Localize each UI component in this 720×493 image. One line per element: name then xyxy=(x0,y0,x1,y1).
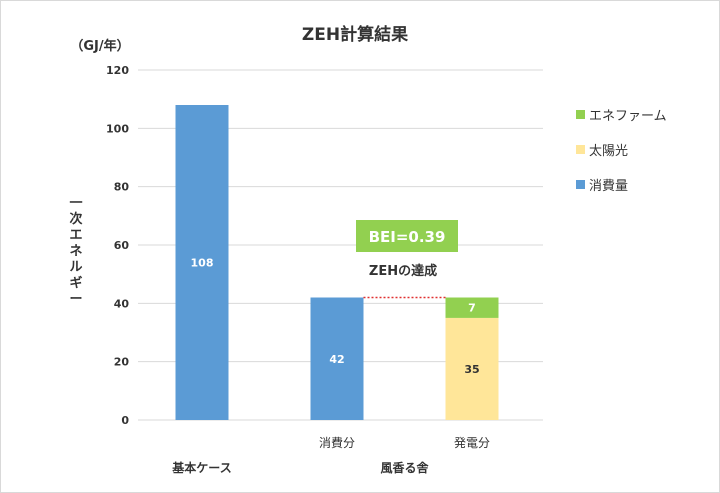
y-axis-label-char: ネ xyxy=(69,244,83,259)
legend-label: 消費量 xyxy=(589,178,629,194)
legend-label: 太陽光 xyxy=(589,143,629,159)
y-tick-label: 60 xyxy=(114,239,130,252)
y-tick-label: 0 xyxy=(121,414,129,427)
y-tick-label: 120 xyxy=(106,64,129,77)
y-axis-label-char: ギ xyxy=(69,276,83,291)
bar-segment xyxy=(310,297,364,420)
x-category-label: 消費分 xyxy=(319,435,355,450)
legend-item-consumption: 消費量 xyxy=(576,175,667,194)
bar-segment xyxy=(445,297,499,318)
bei-label: BEI=0.39 xyxy=(369,228,446,246)
y-axis-label: 一次エネルギー xyxy=(67,196,85,308)
legend-item-enefarm: エネファーム xyxy=(576,105,667,124)
bar-segment xyxy=(175,105,229,420)
x-group-label: 基本ケース xyxy=(171,460,231,475)
legend-label: エネファーム xyxy=(589,108,667,124)
y-axis-label-char: 次 xyxy=(69,212,83,227)
chart-title: ZEH計算結果 xyxy=(302,24,408,45)
zeh-achievement-label: ZEHの達成 xyxy=(369,263,437,279)
bars: 108 42 35 7 xyxy=(175,105,499,420)
legend-swatch xyxy=(576,144,585,154)
legend-swatch xyxy=(576,179,585,189)
y-axis-unit: （GJ/年） xyxy=(70,38,129,54)
data-label: 42 xyxy=(329,353,344,366)
y-tick-label: 20 xyxy=(114,356,130,369)
y-tick-label: 100 xyxy=(106,122,129,135)
y-axis-label-char: エ xyxy=(69,228,83,243)
bar-segment xyxy=(445,317,499,420)
y-tick-labels: 0 20 40 60 80 100 120 xyxy=(106,64,129,427)
data-label: 7 xyxy=(468,302,476,315)
data-label: 108 xyxy=(191,257,214,270)
bei-badge xyxy=(356,220,458,252)
y-axis-label-char: ル xyxy=(69,260,83,275)
y-axis-label-char: 一 xyxy=(69,196,83,211)
y-tick-label: 80 xyxy=(114,181,130,194)
legend-item-solar: 太陽光 xyxy=(576,140,667,159)
data-label: 35 xyxy=(464,363,479,376)
x-category-label: 発電分 xyxy=(454,436,490,450)
y-tick-label: 40 xyxy=(114,297,130,310)
legend-swatch xyxy=(576,109,585,119)
legend: エネファーム 太陽光 消費量 xyxy=(576,105,667,210)
y-axis-label-char: ー xyxy=(69,292,83,307)
x-group-label: 風香る舎 xyxy=(380,460,429,475)
